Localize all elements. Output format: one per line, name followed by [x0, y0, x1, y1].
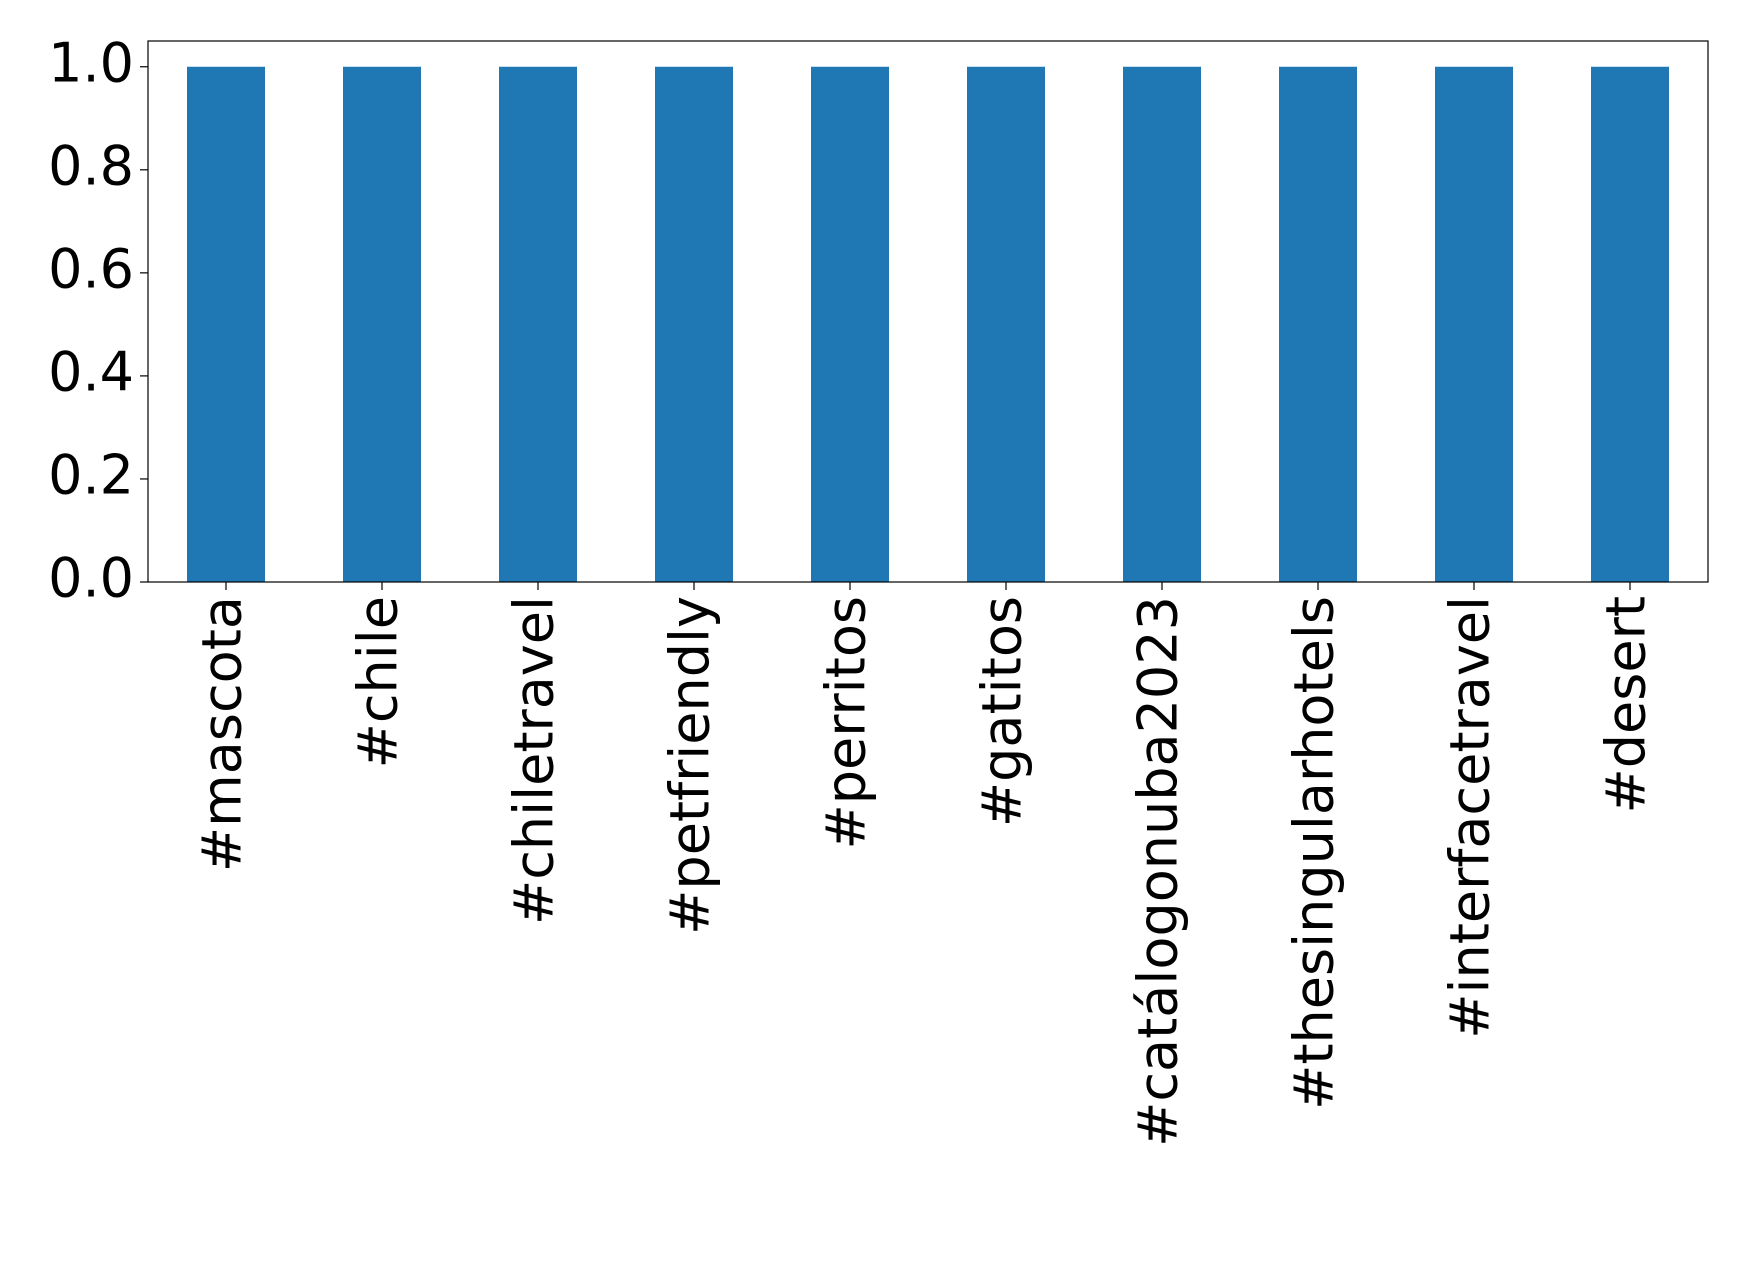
bar: [1279, 66, 1357, 582]
x-tick-label: #desert: [1595, 596, 1658, 813]
y-tick-label: 0.0: [48, 547, 134, 610]
bar: [187, 66, 265, 582]
bar: [1123, 66, 1201, 582]
x-tick-label: #gatitos: [971, 596, 1034, 827]
bar: [499, 66, 577, 582]
x-tick-label: #perritos: [815, 596, 878, 850]
x-tick-label: #chile: [347, 596, 410, 768]
x-tick-label: #chiletravel: [503, 596, 566, 925]
x-tick-label: #petfriendly: [659, 596, 722, 935]
y-tick-label: 0.8: [48, 134, 134, 197]
bar: [1591, 66, 1669, 582]
x-tick-label: #mascota: [191, 596, 254, 872]
y-tick-label: 0.6: [48, 237, 134, 300]
bar: [967, 66, 1045, 582]
bar: [811, 66, 889, 582]
bar: [1435, 66, 1513, 582]
y-tick-label: 0.4: [48, 341, 134, 404]
bar: [343, 66, 421, 582]
x-tick-label: #catálogonuba2023: [1127, 596, 1190, 1147]
plot-frame: [147, 40, 1709, 583]
y-tick-label: 0.2: [48, 444, 134, 507]
y-tick-label: 1.0: [48, 31, 134, 94]
bar: [655, 66, 733, 582]
x-tick-label: #thesingularhotels: [1283, 596, 1346, 1110]
x-tick-label: #interfacetravel: [1439, 596, 1502, 1039]
